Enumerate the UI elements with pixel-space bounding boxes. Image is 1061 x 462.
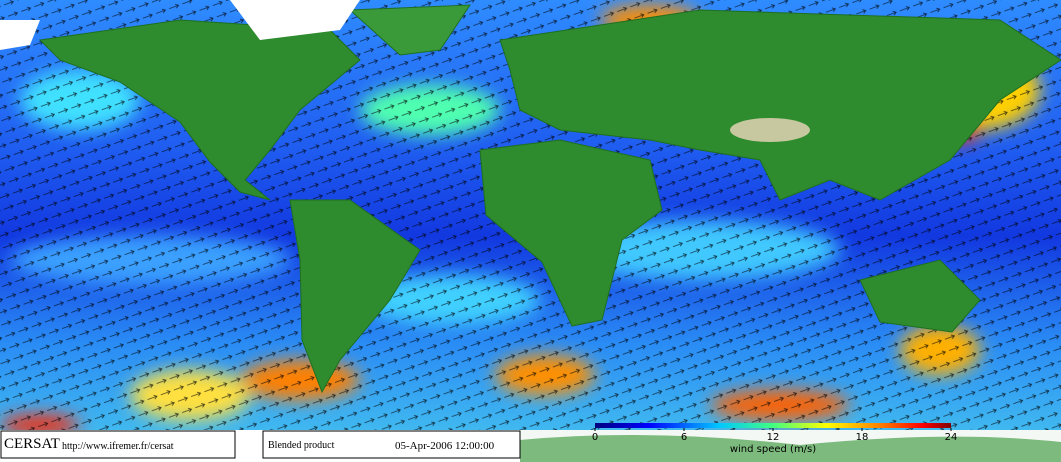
north-america xyxy=(38,19,361,201)
colorbar-ramp xyxy=(595,423,951,428)
colorbar-tick-label: 12 xyxy=(767,432,780,443)
colorbar-tick-label: 24 xyxy=(945,432,958,443)
australia xyxy=(859,259,981,333)
south-america xyxy=(289,199,421,394)
greenland xyxy=(348,4,471,56)
product: Blended product xyxy=(268,440,335,451)
brand: CERSAT xyxy=(4,436,60,452)
colorbar-tick-label: 6 xyxy=(681,432,687,443)
map-area xyxy=(0,0,1061,430)
url: http://www.ifremer.fr/cersat xyxy=(62,441,174,452)
colorbar: wind speed (m/s) 0 6 12 18 24 xyxy=(592,423,958,455)
colorbar-label: wind speed (m/s) xyxy=(730,444,816,455)
timestamp: 05-Apr-2006 12:00:00 xyxy=(395,440,495,452)
colorbar-tick-label: 0 xyxy=(592,432,598,443)
colorbar-tick-label: 18 xyxy=(856,432,869,443)
antarctica xyxy=(520,430,1061,462)
continents xyxy=(38,4,1061,394)
footer: CERSAT http://www.ifremer.fr/cersat Blen… xyxy=(0,430,521,459)
tibet xyxy=(730,118,810,142)
ice xyxy=(0,0,360,50)
africa xyxy=(479,139,663,327)
info-box xyxy=(262,430,521,459)
brand-box xyxy=(0,430,236,459)
eurasia xyxy=(499,9,1061,201)
